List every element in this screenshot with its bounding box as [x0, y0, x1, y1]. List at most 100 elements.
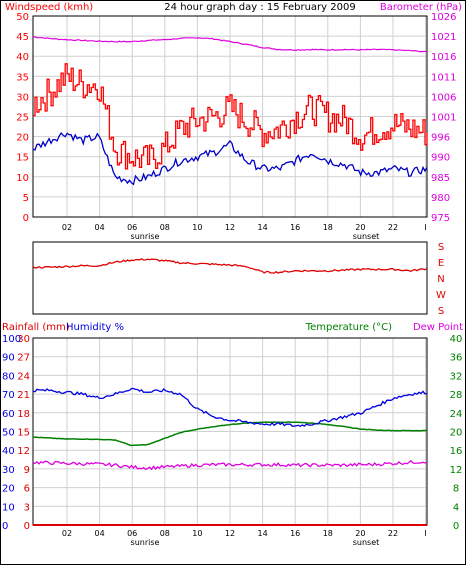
wind-x-tick-label: 02	[62, 223, 72, 232]
humidity-y-tick-label: 0	[2, 521, 8, 532]
humidity-x-tick-label: I	[424, 529, 426, 538]
direction-tick-label: N	[437, 274, 444, 285]
wind-y-tick-label: 45	[16, 32, 29, 43]
humidity-y-tick-label: 100	[2, 334, 21, 345]
humidity-x-tick-label: 22	[388, 529, 398, 538]
humidity-sunset-marker: sunset	[353, 538, 380, 547]
rainfall-y-tick-label: 6	[24, 484, 30, 495]
wind-panel-frame	[32, 15, 428, 218]
rainfall-y-tick-label: 24	[17, 371, 30, 382]
rainfall-y-tick-label: 9	[24, 465, 30, 476]
wind-x-tick-label: 06	[127, 223, 137, 232]
wind-y-tick-label: 5	[23, 193, 29, 204]
wind-x-tick-label: 10	[192, 223, 202, 232]
temperature-y-tick-label: 20	[450, 428, 463, 439]
humidity-sunrise-marker: sunrise	[131, 538, 160, 547]
wind-x-tick-label: 20	[355, 223, 365, 232]
direction-tick-label: W	[436, 290, 446, 301]
rainfall-y-tick-label: 27	[17, 353, 30, 364]
barometer-y-tick-label: 1006	[431, 92, 456, 103]
humidity-x-tick-label: 12	[225, 529, 235, 538]
wind-x-tick-label: 16	[290, 223, 300, 232]
barometer-y-tick-label: 990	[431, 153, 450, 164]
wind-sunset-marker: sunset	[353, 232, 380, 241]
wind-y-tick-label: 30	[16, 92, 29, 103]
dew-point-axis-label: Dew Point	[413, 322, 463, 333]
humidity-x-tick-label: 20	[355, 529, 365, 538]
wind-y-tick-label: 25	[16, 113, 29, 124]
barometer-y-tick-label: 975	[431, 213, 450, 224]
temperature-y-tick-label: 8	[453, 484, 459, 495]
wind-x-tick-label: 04	[95, 223, 105, 232]
barometer-y-tick-label: 996	[431, 133, 450, 144]
humidity-x-tick-label: 04	[95, 529, 105, 538]
barometer-y-tick-label: 1016	[431, 52, 456, 63]
temperature-y-tick-label: 16	[450, 446, 463, 457]
barometer-y-tick-label: 1026	[431, 12, 456, 23]
humidity-x-tick-label: 18	[323, 529, 333, 538]
wind-series-group	[32, 36, 428, 186]
temperature-y-tick-label: 28	[450, 390, 463, 401]
wind-direction-line	[32, 258, 428, 274]
humidity-x-tick-label: 08	[160, 529, 170, 538]
humidity-y-tick-label: 50	[2, 428, 15, 439]
temperature-y-tick-label: 0	[453, 521, 459, 532]
temperature-y-tick-label: 24	[450, 409, 463, 420]
rainfall-y-tick-label: 12	[17, 446, 30, 457]
humidity-x-tick-label: 06	[127, 529, 137, 538]
wind-y-tick-label: 0	[23, 213, 29, 224]
rainfall-y-tick-label: 18	[17, 409, 30, 420]
wind-x-tick-label: 08	[160, 223, 170, 232]
humidity-series-group	[32, 387, 428, 526]
wind-average-line	[32, 132, 428, 186]
humidity-x-tick-label: 10	[192, 529, 202, 538]
humidity-y-tick-label: 90	[2, 353, 15, 364]
barometer-y-ticks: 1026 1021 1016 1011 1006 1001 996 990 985 980 975	[431, 12, 456, 224]
direction-panel-frame	[32, 241, 428, 315]
wind-x-tick-label: 14	[258, 223, 268, 232]
humidity-x-tick-label: 02	[62, 529, 72, 538]
temperature-y-tick-label: 40	[450, 334, 463, 345]
barometer-axis-label: Barometer (hPa)	[380, 2, 462, 13]
wind-y-tick-label: 40	[16, 52, 29, 63]
barometer-line	[32, 36, 428, 53]
temperature-y-tick-label: 32	[450, 371, 463, 382]
barometer-y-tick-label: 980	[431, 193, 450, 204]
rainfall-y-tick-label: 21	[17, 390, 30, 401]
wind-x-tick-label: 22	[388, 223, 398, 232]
wind-y-tick-label: 50	[16, 12, 29, 23]
temperature-y-tick-label: 36	[450, 353, 463, 364]
barometer-y-tick-label: 1011	[431, 72, 456, 83]
rainfall-y-tick-label: 0	[24, 521, 30, 532]
temperature-line	[32, 421, 428, 447]
wind-y-tick-label: 10	[16, 173, 29, 184]
wind-x-ticks: 02 04 06 08 10 12 14 16 18 20 22 I	[62, 223, 427, 232]
wind-sunrise-marker: sunrise	[131, 232, 160, 241]
wind-x-tick-label: 12	[225, 223, 235, 232]
direction-series-group	[32, 258, 428, 274]
chart-title: 24 hour graph day : 15 February 2009	[164, 2, 355, 13]
humidity-x-ticks: 02 04 06 08 10 12 14 16 18 20 22 I	[62, 529, 427, 538]
barometer-y-tick-label: 985	[431, 173, 450, 184]
humidity-y-tick-label: 10	[2, 502, 15, 513]
wind-x-tick-label: I	[424, 223, 426, 232]
barometer-y-tick-label: 1021	[431, 32, 456, 43]
barometer-y-tick-label: 1001	[431, 113, 456, 124]
wind-axis-label: Windspeed (kmh)	[5, 2, 93, 13]
humidity-line	[32, 387, 428, 428]
temperature-y-tick-label: 12	[450, 465, 463, 476]
wind-x-tick-label: 18	[323, 223, 333, 232]
direction-tick-label: S	[438, 242, 444, 253]
humidity-y-tick-label: 30	[2, 465, 15, 476]
wind-y-tick-label: 15	[16, 153, 29, 164]
direction-tick-label: S	[438, 306, 444, 317]
humidity-x-tick-label: 16	[290, 529, 300, 538]
humidity-x-tick-label: 14	[258, 529, 268, 538]
